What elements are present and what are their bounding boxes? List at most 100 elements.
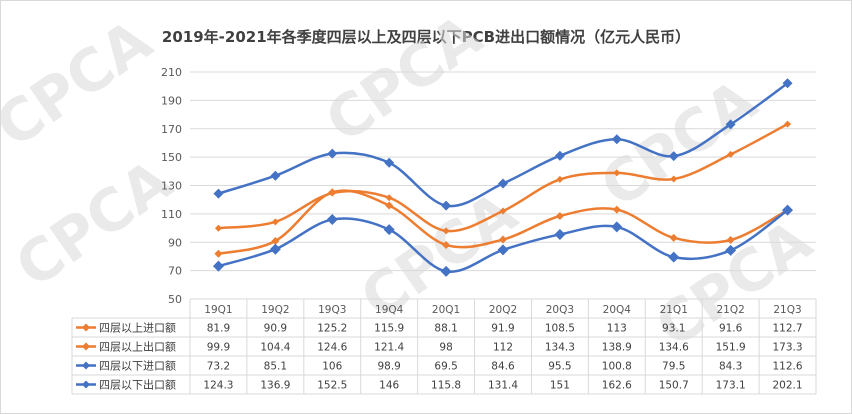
data-point bbox=[270, 170, 281, 181]
data-label: 124.6 bbox=[317, 342, 347, 354]
data-label: 136.9 bbox=[260, 380, 290, 392]
data-point bbox=[327, 148, 338, 159]
data-point bbox=[440, 265, 452, 277]
x-tick-label: 21Q3 bbox=[773, 304, 801, 316]
data-label: 202.1 bbox=[773, 380, 803, 392]
data-point bbox=[328, 189, 336, 197]
data-label: 98.9 bbox=[377, 361, 400, 373]
x-tick-label: 19Q4 bbox=[375, 304, 404, 316]
legend-key bbox=[76, 361, 96, 370]
data-point bbox=[497, 244, 509, 256]
data-point bbox=[784, 120, 792, 128]
data-point bbox=[214, 249, 223, 258]
data-label: 84.6 bbox=[491, 361, 515, 373]
y-tick-label: 130 bbox=[161, 180, 182, 193]
data-label: 121.4 bbox=[374, 342, 404, 354]
watermark-text: CPCA bbox=[3, 146, 183, 301]
data-label: 112 bbox=[493, 342, 513, 354]
data-label: 125.2 bbox=[317, 323, 347, 335]
data-point bbox=[212, 260, 224, 272]
data-point bbox=[611, 221, 623, 233]
data-label: 106 bbox=[322, 361, 342, 373]
data-label: 112.7 bbox=[773, 323, 803, 335]
y-tick-label: 150 bbox=[161, 151, 182, 164]
data-label: 113 bbox=[607, 323, 627, 335]
data-label: 108.5 bbox=[545, 323, 575, 335]
data-point bbox=[385, 194, 393, 202]
data-label: 124.3 bbox=[203, 380, 233, 392]
data-label: 95.5 bbox=[548, 361, 571, 373]
y-axis: 50 70 90 110 130 150 170 190 210 bbox=[161, 66, 182, 306]
data-label: 79.5 bbox=[662, 361, 685, 373]
data-point bbox=[269, 243, 281, 255]
data-point bbox=[556, 175, 564, 183]
data-label: 134.6 bbox=[659, 342, 689, 354]
legend-label: 四层以上进口额 bbox=[99, 322, 176, 335]
data-label: 146 bbox=[379, 380, 399, 392]
data-point bbox=[326, 214, 338, 226]
data-label: 81.9 bbox=[207, 323, 230, 335]
x-tick-label: 20Q1 bbox=[432, 304, 460, 316]
data-label: 73.2 bbox=[207, 361, 230, 373]
y-tick-label: 70 bbox=[168, 265, 182, 278]
data-label: 100.8 bbox=[602, 361, 632, 373]
data-point bbox=[498, 178, 508, 189]
x-tick-label: 19Q3 bbox=[318, 304, 346, 316]
data-point bbox=[668, 251, 680, 263]
data-label: 98 bbox=[439, 342, 452, 354]
data-label: 104.4 bbox=[260, 342, 290, 354]
data-label: 90.9 bbox=[264, 323, 287, 335]
data-label: 115.8 bbox=[431, 380, 461, 392]
data-label: 152.5 bbox=[317, 380, 347, 392]
legend-key bbox=[76, 380, 96, 389]
x-tick-label: 21Q1 bbox=[660, 304, 688, 316]
data-label: 134.3 bbox=[545, 342, 575, 354]
x-tick-label: 20Q3 bbox=[546, 304, 574, 316]
data-label: 91.6 bbox=[719, 323, 743, 335]
y-tick-label: 170 bbox=[161, 123, 182, 136]
data-point bbox=[727, 150, 735, 158]
legend-label: 四层以下进口额 bbox=[99, 360, 176, 373]
data-label: 162.6 bbox=[602, 380, 632, 392]
chart-title: 2019年-2021年各季度四层以上及四层以下PCB进出口额情况（亿元人民币） bbox=[161, 28, 691, 46]
data-point bbox=[670, 175, 678, 183]
data-label: 138.9 bbox=[602, 342, 632, 354]
data-point bbox=[554, 228, 566, 240]
data-point bbox=[669, 233, 678, 242]
legend-key bbox=[76, 323, 96, 332]
data-point bbox=[782, 204, 794, 216]
x-tick-label: 20Q4 bbox=[603, 304, 632, 316]
y-tick-label: 210 bbox=[161, 66, 182, 79]
data-point bbox=[441, 200, 452, 211]
data-point bbox=[725, 244, 737, 256]
data-point bbox=[554, 150, 565, 161]
data-label: 69.5 bbox=[434, 361, 457, 373]
data-point bbox=[782, 78, 793, 89]
data-label: 131.4 bbox=[488, 380, 518, 392]
data-point bbox=[726, 235, 735, 244]
data-label: 150.7 bbox=[659, 380, 689, 392]
data-label: 88.1 bbox=[434, 323, 457, 335]
data-point bbox=[214, 224, 222, 232]
data-label: 85.1 bbox=[264, 361, 287, 373]
data-point bbox=[213, 188, 224, 199]
x-tick-label: 19Q1 bbox=[204, 304, 232, 316]
x-tick-label: 21Q2 bbox=[716, 304, 744, 316]
data-label: 151.9 bbox=[716, 342, 746, 354]
data-point bbox=[613, 169, 621, 177]
data-table: 19Q1 19Q2 19Q3 19Q4 20Q1 20Q2 20Q3 20Q4 21Q1 21Q2… bbox=[71, 298, 817, 395]
series-4 bbox=[213, 78, 793, 211]
data-label: 151 bbox=[550, 380, 570, 392]
data-label: 91.9 bbox=[491, 323, 514, 335]
data-point bbox=[385, 201, 394, 210]
legend-label: 四层以下出口额 bbox=[99, 378, 176, 392]
series-3 bbox=[212, 204, 794, 277]
data-point bbox=[383, 224, 395, 236]
y-tick-label: 90 bbox=[168, 236, 182, 249]
watermark-text: CPCA bbox=[643, 206, 823, 361]
data-point bbox=[555, 212, 564, 221]
data-label: 115.9 bbox=[374, 323, 404, 335]
data-point bbox=[499, 235, 507, 244]
data-point bbox=[442, 240, 451, 249]
